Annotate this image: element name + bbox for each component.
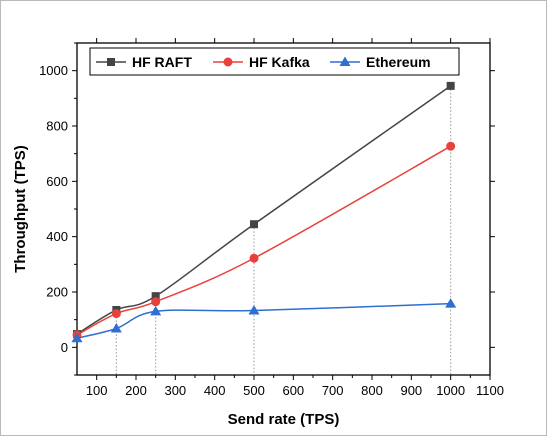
legend-marker-hf-kafka xyxy=(223,57,233,67)
x-axis-title: Send rate (TPS) xyxy=(228,411,340,428)
x-tick-label: 1000 xyxy=(436,383,465,398)
x-tick-label: 600 xyxy=(282,383,304,398)
data-point-ethereum xyxy=(445,298,457,308)
y-tick-label: 0 xyxy=(61,340,68,355)
series-markers xyxy=(71,81,457,343)
x-tick-label: 400 xyxy=(204,383,226,398)
plot-axes: 100 200 300 400 500 600 700 800 900 1000 1100 0 200 4… xyxy=(39,38,504,398)
data-point-hf-raft xyxy=(446,81,455,90)
legend-marker-ethereum xyxy=(339,56,351,66)
x-tick-label: 1100 xyxy=(476,383,504,398)
series-line-ethereum xyxy=(76,302,451,339)
plot-area-border xyxy=(76,42,491,376)
data-point-ethereum xyxy=(150,305,162,316)
y-axis-title: Throughput (TPS) xyxy=(12,145,29,272)
data-point-hf-kafka xyxy=(446,141,456,151)
y-tick-label: 1000 xyxy=(39,63,68,78)
data-point-hf-kafka xyxy=(249,253,259,263)
drop-lines xyxy=(115,85,452,375)
x-tick-label: 500 xyxy=(243,383,265,398)
data-point-hf-kafka xyxy=(151,297,161,307)
data-point-ethereum xyxy=(71,332,83,343)
chart-legend: HF RAFT HF Kafka Ethereum xyxy=(89,47,460,76)
data-point-ethereum xyxy=(248,305,260,315)
data-point-hf-raft xyxy=(151,292,160,301)
legend-box xyxy=(89,47,460,76)
y-tick-label: 600 xyxy=(46,174,68,189)
x-tick-label: 800 xyxy=(361,383,383,398)
y-tick-label: 800 xyxy=(46,119,68,134)
x-tick-label: 200 xyxy=(125,383,147,398)
legend-label-ethereum: Ethereum xyxy=(366,54,431,70)
y-tick-label: 400 xyxy=(46,229,68,244)
data-point-hf-kafka xyxy=(111,309,121,319)
x-tick-label: 100 xyxy=(86,383,108,398)
y-tick-label: 200 xyxy=(46,285,68,300)
data-point-hf-raft xyxy=(250,220,258,229)
legend-label-hf-raft: HF RAFT xyxy=(132,54,192,70)
series-lines xyxy=(76,85,452,339)
x-tick-label: 700 xyxy=(322,383,344,398)
legend-label-hf-kafka: HF Kafka xyxy=(249,54,310,70)
x-tick-label: 900 xyxy=(400,383,422,398)
x-tick-label: 300 xyxy=(164,383,186,398)
data-point-ethereum xyxy=(110,323,122,333)
series-line-hf-raft xyxy=(76,85,452,335)
legend-marker-hf-raft xyxy=(107,58,115,66)
